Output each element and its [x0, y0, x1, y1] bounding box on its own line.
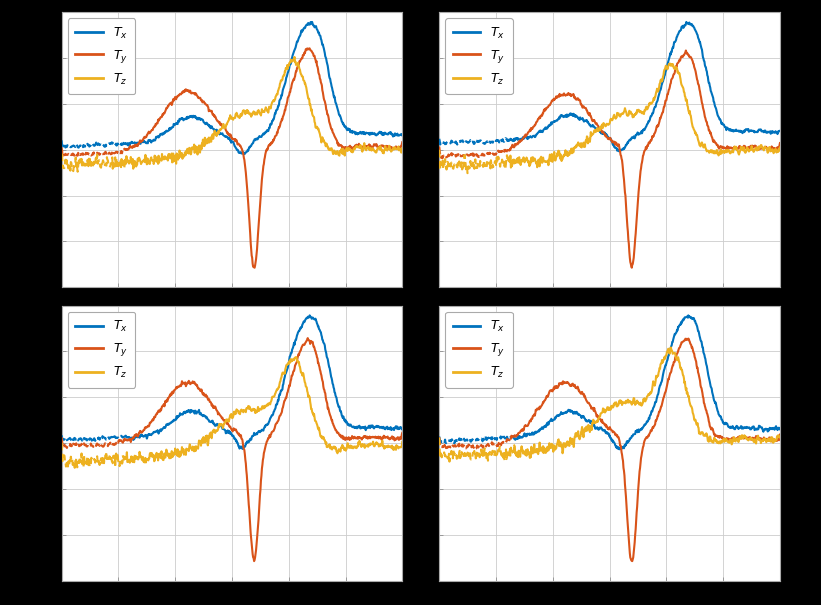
Legend: $T_x$, $T_y$, $T_z$: $T_x$, $T_y$, $T_z$ [446, 312, 513, 388]
Legend: $T_x$, $T_y$, $T_z$: $T_x$, $T_y$, $T_z$ [446, 18, 513, 94]
Legend: $T_x$, $T_y$, $T_z$: $T_x$, $T_y$, $T_z$ [68, 18, 135, 94]
Legend: $T_x$, $T_y$, $T_z$: $T_x$, $T_y$, $T_z$ [68, 312, 135, 388]
